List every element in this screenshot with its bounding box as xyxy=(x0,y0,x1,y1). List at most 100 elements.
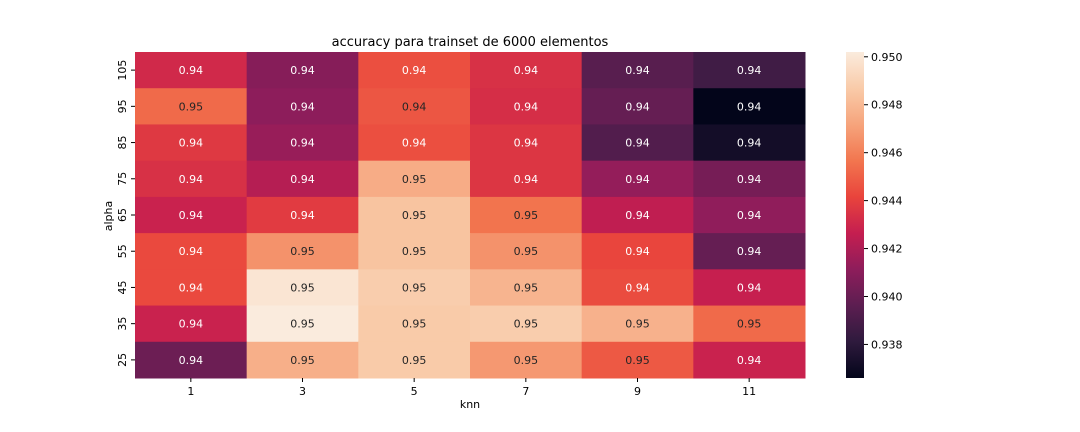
heatmap-cell xyxy=(470,160,583,198)
cell-value-label: 0.95 xyxy=(625,318,650,331)
cell-value-label: 0.94 xyxy=(737,137,762,150)
chart-title: accuracy para trainset de 6000 elementos xyxy=(332,35,609,50)
colorbar-tick-label: 0.948 xyxy=(871,99,903,112)
x-tick-label: 11 xyxy=(742,385,756,398)
heatmap-cell xyxy=(581,88,694,125)
heatmap-cell xyxy=(358,52,471,89)
cell-value-label: 0.94 xyxy=(737,209,762,222)
cell-value-label: 0.94 xyxy=(179,354,204,367)
heatmap-cell xyxy=(358,305,471,343)
colorbar-tick-label: 0.950 xyxy=(871,51,903,64)
cell-value-label: 0.94 xyxy=(737,173,762,186)
cell-value-label: 0.94 xyxy=(514,137,539,150)
heatmap-cell xyxy=(358,233,471,270)
heatmap-cell xyxy=(581,341,694,379)
heatmap-cell xyxy=(581,124,694,162)
cell-value-label: 0.94 xyxy=(179,281,204,294)
cell-value-label: 0.95 xyxy=(625,354,650,367)
cell-value-label: 0.94 xyxy=(179,245,204,258)
cell-value-label: 0.94 xyxy=(402,100,427,113)
heatmap-cell xyxy=(581,52,694,89)
heatmap-cell xyxy=(581,305,694,343)
heatmap-cell xyxy=(135,341,248,379)
cell-value-label: 0.94 xyxy=(514,100,539,113)
cell-value-label: 0.95 xyxy=(402,318,427,331)
cell-value-label: 0.94 xyxy=(625,209,650,222)
heatmap-cell xyxy=(693,196,806,234)
cell-value-label: 0.95 xyxy=(290,245,315,258)
cell-value-label: 0.94 xyxy=(737,100,762,113)
heatmap-cell xyxy=(693,52,806,89)
cell-value-label: 0.94 xyxy=(625,281,650,294)
heatmap-cell xyxy=(470,124,583,162)
heatmap-cell xyxy=(470,233,583,270)
cell-value-label: 0.95 xyxy=(514,354,539,367)
cell-value-label: 0.94 xyxy=(737,354,762,367)
heatmap-cell xyxy=(135,196,248,234)
cell-value-label: 0.94 xyxy=(179,173,204,186)
cell-value-label: 0.94 xyxy=(290,173,315,186)
heatmap-cell xyxy=(470,305,583,343)
colorbar-tick-label: 0.938 xyxy=(871,338,903,351)
y-tick-label: 35 xyxy=(116,317,129,331)
x-tick-label: 9 xyxy=(634,385,641,398)
cell-value-label: 0.95 xyxy=(514,318,539,331)
colorbar xyxy=(846,52,864,378)
cell-value-label: 0.95 xyxy=(514,245,539,258)
cell-value-label: 0.94 xyxy=(514,64,539,77)
heatmap-cell xyxy=(135,124,248,162)
cell-value-label: 0.94 xyxy=(402,64,427,77)
heatmap-cell xyxy=(470,52,583,89)
heatmap-cell xyxy=(246,305,359,343)
cell-value-label: 0.95 xyxy=(514,209,539,222)
cell-value-label: 0.95 xyxy=(402,209,427,222)
cell-value-label: 0.94 xyxy=(179,318,204,331)
y-axis-ticks: 105 95 85 75 65 55 45 35 25 xyxy=(116,60,135,367)
heatmap-cell xyxy=(135,233,248,270)
heatmap-cell xyxy=(246,269,359,307)
colorbar-tick-label: 0.944 xyxy=(871,195,903,208)
cell-value-label: 0.95 xyxy=(290,318,315,331)
colorbar-tick-label: 0.946 xyxy=(871,147,903,160)
heatmap-cell xyxy=(135,269,248,307)
y-tick-label: 45 xyxy=(116,280,129,294)
heatmap-cell xyxy=(693,88,806,125)
cell-value-label: 0.95 xyxy=(179,100,204,113)
heatmap-cell xyxy=(470,88,583,125)
heatmap-cell xyxy=(135,52,248,89)
cell-value-label: 0.95 xyxy=(402,173,427,186)
heatmap-cell xyxy=(581,160,694,198)
heatmap-cell xyxy=(581,196,694,234)
cell-value-label: 0.94 xyxy=(737,64,762,77)
heatmap-cell xyxy=(358,341,471,379)
heatmap-cell xyxy=(581,233,694,270)
y-axis-label: alpha xyxy=(102,201,115,232)
heatmap-cell xyxy=(246,88,359,125)
colorbar-tick-label: 0.940 xyxy=(871,291,903,304)
y-tick-label: 85 xyxy=(116,136,129,150)
cell-value-label: 0.95 xyxy=(402,245,427,258)
x-axis-ticks: 1 3 5 7 9 11 xyxy=(187,378,756,398)
heatmap-cell xyxy=(358,269,471,307)
cell-value-label: 0.95 xyxy=(402,281,427,294)
heatmap-cell xyxy=(581,269,694,307)
cell-value-label: 0.94 xyxy=(737,281,762,294)
heatmap-cell xyxy=(470,196,583,234)
cell-value-label: 0.94 xyxy=(737,245,762,258)
cell-value-label: 0.94 xyxy=(179,64,204,77)
heatmap-cell xyxy=(135,305,248,343)
cell-value-label: 0.95 xyxy=(402,354,427,367)
heatmap-cells: 0.94 0.94 0.94 0.94 0.94 0.94 0.95 0.94 0.94 0.94… xyxy=(135,52,806,379)
y-tick-label: 75 xyxy=(116,172,129,186)
heatmap-cell xyxy=(246,52,359,89)
cell-value-label: 0.95 xyxy=(290,354,315,367)
heatmap-cell xyxy=(358,196,471,234)
cell-value-label: 0.95 xyxy=(290,281,315,294)
heatmap-cell xyxy=(358,124,471,162)
cell-value-label: 0.94 xyxy=(290,100,315,113)
heatmap-cell xyxy=(135,160,248,198)
heatmap-cell xyxy=(693,305,806,343)
heatmap-cell xyxy=(693,124,806,162)
y-tick-label: 105 xyxy=(116,60,129,81)
